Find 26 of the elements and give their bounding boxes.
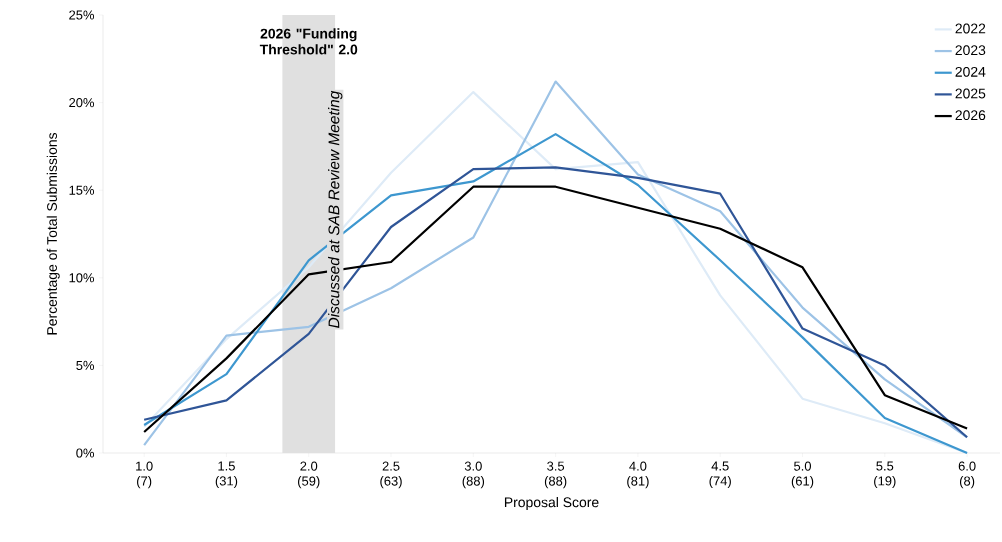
x-tick-label: 5.0 (61) [791,461,814,489]
y-tick-label: 0% [76,448,95,458]
x-tick-label: 3.5 (88) [544,461,567,489]
legend-label: 2026 [955,110,986,121]
legend-label: 2024 [955,66,986,77]
x-tick-label: 5.5 (19) [874,461,896,489]
legend-label: 2023 [955,45,986,56]
annotation: 2026 "Funding Threshold" 2.0 [259,28,358,55]
y-tick-label: 20% [69,98,95,108]
x-tick-label: 1.5 (31) [215,461,238,489]
y-tick-label: 5% [76,360,95,370]
x-tick-label: 4.0 (81) [627,461,649,489]
x-tick-label: 2.5 (63) [380,461,402,489]
x-axis-title: Proposal Score [504,497,599,511]
x-tick-label: 1.0 (7) [136,461,153,489]
legend-label: 2022 [955,23,986,34]
y-tick-label: 15% [69,185,95,195]
y-tick-label: 25% [69,10,95,20]
y-tick-label: 10% [69,273,95,283]
x-tick-label: 6.0 (8) [958,461,976,489]
band-label: Discussed at SAB Review Meeting [328,90,343,328]
legend-label: 2025 [955,88,986,99]
x-tick-label: 2.0 (59) [298,461,320,489]
x-tick-label: 4.5 (74) [709,461,731,489]
x-tick-label: 3.0 (88) [462,461,485,489]
y-axis-title: Percentage of Total Submissions [46,132,60,335]
